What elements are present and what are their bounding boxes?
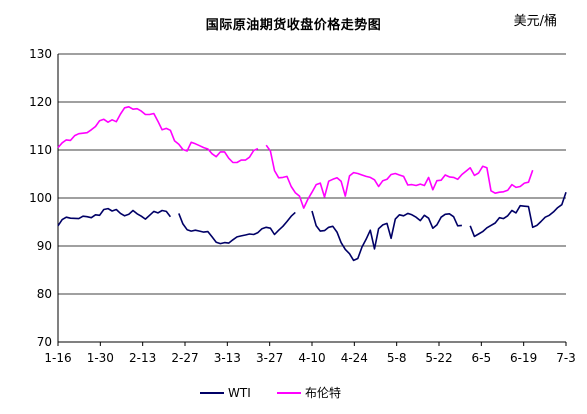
- x-tick-label: 5-22: [425, 351, 452, 365]
- x-tick-label: 4-24: [341, 351, 368, 365]
- y-tick-label: 110: [29, 143, 52, 157]
- x-tick-label: 6-5: [472, 351, 492, 365]
- y-tick-label: 100: [29, 191, 52, 205]
- x-tick-label: 1-30: [87, 351, 114, 365]
- x-axis: 1-16 1-30 2-13 2-27 3-13 3-27 4-10 4-24 5-8 5-22 6…: [44, 341, 576, 365]
- series-line-wti: [311, 210, 462, 262]
- series-line-wti: [57, 207, 172, 227]
- unit-label: 美元/桶: [513, 14, 557, 29]
- x-tick-label: 3-27: [256, 351, 283, 365]
- y-tick-label: 130: [29, 47, 52, 61]
- series-line-brent: [265, 144, 534, 209]
- y-tick-label: 80: [37, 287, 52, 301]
- legend-label: 布伦特: [305, 385, 341, 400]
- x-tick-label: 2-27: [171, 351, 198, 365]
- legend: WTI 布伦特: [200, 385, 341, 400]
- x-tick-label: 1-16: [44, 351, 71, 365]
- series-line-wti: [178, 211, 296, 245]
- x-tick-label: 6-19: [510, 351, 537, 365]
- x-tick-label: 2-13: [129, 351, 156, 365]
- series-line-wti: [469, 191, 567, 238]
- legend-label: WTI: [228, 386, 251, 400]
- chart-title: 国际原油期货收盘价格走势图: [205, 18, 382, 33]
- series-line-brent: [57, 106, 259, 164]
- y-tick-label: 120: [29, 95, 52, 109]
- y-axis: 70 80 90 100 110 120 130: [29, 47, 59, 349]
- y-tick-label: 90: [37, 239, 52, 253]
- x-tick-label: 4-10: [298, 351, 325, 365]
- x-tick-label: 5-8: [387, 351, 407, 365]
- x-tick-label: 3-13: [214, 351, 241, 365]
- y-tick-label: 70: [37, 335, 52, 349]
- x-tick-label: 7-3: [556, 351, 576, 365]
- series-lines: [57, 106, 567, 262]
- gridlines: [58, 53, 566, 343]
